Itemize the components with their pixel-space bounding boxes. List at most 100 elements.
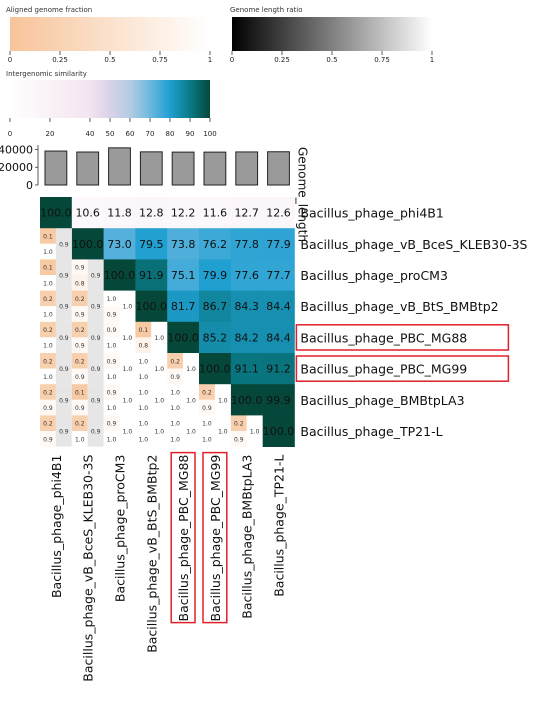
aligned-fraction-value: 0.9 bbox=[107, 327, 117, 334]
similarity-cell bbox=[71, 228, 104, 260]
similarity-value: 91.2 bbox=[266, 363, 291, 376]
length-ratio-value: 0.9 bbox=[59, 429, 69, 436]
similarity-cell bbox=[135, 228, 168, 260]
aligned-fraction-value: 0.2 bbox=[43, 296, 53, 303]
similarity-cell bbox=[230, 353, 263, 385]
aligned-fraction-value: 0.2 bbox=[43, 327, 53, 334]
similarity-value: 99.9 bbox=[266, 394, 291, 407]
similarity-value: 76.2 bbox=[203, 238, 228, 251]
aligned-fraction-cell bbox=[40, 243, 56, 260]
row-label: Bacillus_phage_BMBtpLA3 bbox=[300, 393, 464, 408]
aligned-fraction-cell bbox=[103, 353, 120, 369]
similarity-value: 77.9 bbox=[266, 238, 291, 251]
legend-similarity-tick-label: 0 bbox=[8, 130, 12, 138]
similarity-cell bbox=[199, 290, 232, 323]
column-label: Bacillus_phage_PBC_MG99 bbox=[208, 455, 223, 622]
length-ratio-cell bbox=[183, 353, 199, 385]
length-ratio-value: 0.9 bbox=[59, 366, 69, 373]
length-ratio-cell bbox=[151, 384, 168, 416]
similarity-cell bbox=[262, 290, 295, 323]
aligned-fraction-value: 1.0 bbox=[43, 312, 53, 319]
similarity-cell bbox=[167, 197, 200, 229]
bar-axis-tick-label: 0 bbox=[26, 179, 33, 192]
aligned-fraction-value: 1.0 bbox=[139, 421, 149, 428]
aligned-fraction-value: 0.9 bbox=[234, 436, 244, 443]
length-ratio-value: 0.9 bbox=[59, 241, 69, 248]
similarity-value: 75.1 bbox=[171, 269, 196, 282]
aligned-fraction-value: 1.0 bbox=[107, 343, 117, 350]
similarity-cell bbox=[199, 197, 232, 229]
row-highlight-box bbox=[295, 324, 510, 351]
similarity-value: 12.8 bbox=[139, 207, 164, 220]
genome-length-bar bbox=[171, 151, 195, 186]
legend-ratio-tick-label: 1 bbox=[430, 56, 434, 64]
length-ratio-cell bbox=[55, 290, 72, 322]
aligned-fraction-cell bbox=[71, 259, 88, 275]
aligned-fraction-value: 1.0 bbox=[107, 436, 117, 443]
aligned-fraction-cell bbox=[135, 337, 152, 353]
legend-similarity-tick-label: 90 bbox=[186, 130, 195, 138]
length-ratio-cell bbox=[55, 353, 72, 385]
length-ratio-cell bbox=[55, 259, 72, 291]
legend-similarity-tick-label: 20 bbox=[46, 130, 55, 138]
aligned-fraction-value: 0.9 bbox=[75, 343, 85, 350]
length-ratio-value: 1.0 bbox=[154, 335, 164, 342]
aligned-fraction-value: 0.9 bbox=[202, 405, 212, 412]
aligned-fraction-value: 1.0 bbox=[139, 390, 149, 397]
column-label: Bacillus_phage_phi4B1 bbox=[49, 455, 64, 598]
aligned-fraction-cell bbox=[40, 228, 56, 244]
similarity-value: 100.0 bbox=[136, 300, 168, 313]
length-ratio-cell bbox=[87, 353, 104, 385]
aligned-fraction-value: 0.1 bbox=[43, 234, 53, 241]
aligned-fraction-value: 0.8 bbox=[75, 280, 85, 287]
legend-similarity-tick-label: 70 bbox=[146, 130, 155, 138]
aligned-fraction-value: 1.0 bbox=[43, 343, 53, 350]
similarity-cell bbox=[103, 228, 136, 260]
length-ratio-cell bbox=[214, 415, 231, 447]
row-labels: Bacillus_phage_phi4B1 Bacillus_phage_vB_B… bbox=[295, 206, 528, 439]
similarity-cell bbox=[167, 321, 200, 354]
aligned-fraction-value: 0.9 bbox=[107, 358, 117, 365]
length-ratio-value: 0.9 bbox=[59, 335, 69, 342]
row-label: Bacillus_phage_vB_BtS_BMBtp2 bbox=[300, 299, 498, 314]
aligned-fraction-cell bbox=[40, 384, 56, 400]
legend-ratio-tick-label: 0.25 bbox=[274, 56, 290, 64]
similarity-value: 10.6 bbox=[75, 207, 100, 220]
aligned-fraction-cell bbox=[71, 337, 88, 353]
aligned-fraction-value: 1.0 bbox=[170, 405, 180, 412]
similarity-cell bbox=[71, 197, 104, 229]
aligned-fraction-cell bbox=[135, 399, 152, 416]
genome-length-bar bbox=[44, 150, 68, 186]
aligned-fraction-cell bbox=[135, 415, 152, 431]
row-highlight-box bbox=[295, 355, 510, 382]
aligned-fraction-cell bbox=[167, 415, 184, 431]
aligned-fraction-value: 1.0 bbox=[202, 421, 212, 428]
aligned-fraction-cell bbox=[167, 353, 184, 369]
column-label: Bacillus_phage_TP21-L bbox=[272, 455, 287, 597]
aligned-fraction-cell bbox=[40, 415, 56, 431]
aligned-fraction-cell bbox=[103, 306, 120, 322]
length-ratio-value: 0.9 bbox=[59, 397, 69, 404]
aligned-fraction-cell bbox=[167, 431, 184, 447]
bar-axis-tick-label: 20000 bbox=[0, 161, 33, 174]
aligned-fraction-value: 0.2 bbox=[234, 421, 244, 428]
similarity-cell bbox=[230, 321, 263, 354]
similarity-cell bbox=[230, 290, 263, 323]
similarity-cell bbox=[167, 290, 200, 323]
aligned-fraction-value: 0.2 bbox=[75, 296, 85, 303]
similarity-value: 77.7 bbox=[266, 269, 291, 282]
genome-length-axis-label: Genome_length bbox=[295, 147, 309, 242]
column-label: Bacillus_phage_proCM3 bbox=[113, 455, 128, 603]
legend-aligned-gradient bbox=[10, 17, 210, 51]
length-ratio-cell bbox=[55, 384, 72, 416]
legend-ratio-ticks: 0 0.25 0.5 0.75 1 bbox=[230, 51, 434, 64]
aligned-fraction-cell bbox=[199, 399, 215, 416]
similarity-cell bbox=[199, 259, 232, 291]
aligned-fraction-value: 0.2 bbox=[43, 421, 53, 428]
row-label: Bacillus_phage_PBC_MG99 bbox=[300, 362, 467, 377]
length-ratio-cell bbox=[87, 384, 104, 416]
legend-ratio-tick-label: 0 bbox=[230, 56, 234, 64]
legend-similarity-tick-label: 100 bbox=[203, 130, 216, 138]
row-label: Bacillus_phage_PBC_MG88 bbox=[300, 330, 467, 345]
legend-ratio-tick-label: 0.75 bbox=[374, 56, 390, 64]
